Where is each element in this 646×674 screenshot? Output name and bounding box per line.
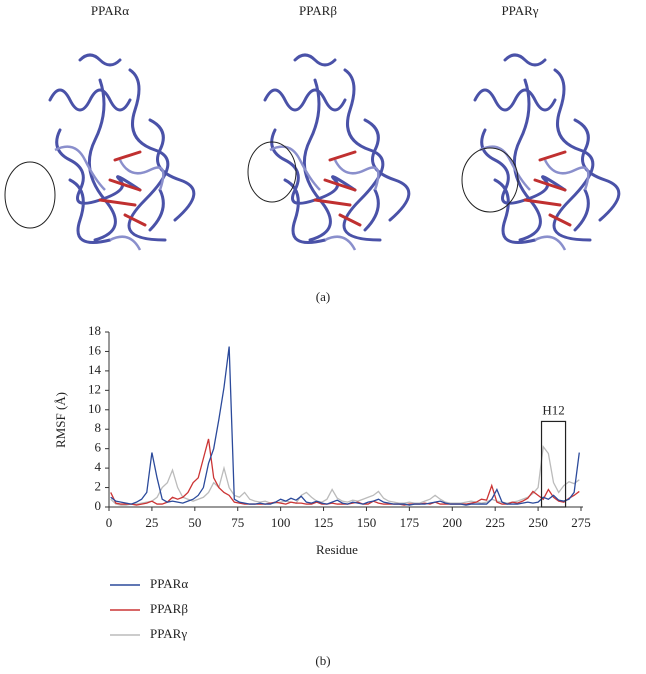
x-tick-label: 200 [443,515,463,530]
y-tick-label: 16 [88,342,102,357]
y-tick-label: 4 [95,459,102,474]
x-tick-label: 225 [485,515,505,530]
y-tick-label: 6 [95,440,102,455]
y-tick-label: 0 [95,498,102,513]
x-tick-label: 50 [188,515,201,530]
x-tick-label: 75 [231,515,244,530]
y-tick-label: 14 [88,362,102,377]
structure-image [263,53,411,252]
y-tick-label: 10 [88,401,101,416]
y-tick-label: 8 [95,420,102,435]
series-line [110,346,580,506]
structure-label: PPARα [91,3,129,18]
y-axis-label: RMSF (Å) [53,392,68,448]
x-tick-label: 25 [145,515,158,530]
x-tick-label: 250 [528,515,548,530]
annotation-label: H12 [542,402,564,417]
highlight-circle [247,141,297,203]
structure-image [48,53,196,252]
panel-caption: (b) [315,653,330,668]
panel-caption: (a) [316,289,330,304]
structure-label: PPARβ [299,3,337,18]
legend-label: PPARγ [150,626,187,641]
x-tick-label: 125 [314,515,334,530]
legend-label: PPARα [150,576,188,591]
x-axis-label: Residue [316,542,358,557]
highlight-circle [461,147,519,213]
x-tick-label: 100 [271,515,291,530]
series-line [110,445,580,506]
y-tick-label: 12 [88,381,101,396]
legend-label: PPARβ [150,601,188,616]
structure-label: PPARγ [501,3,538,18]
x-tick-label: 0 [106,515,113,530]
y-tick-label: 2 [95,479,102,494]
x-tick-label: 275 [571,515,591,530]
x-tick-label: 150 [357,515,377,530]
highlight-circle [4,161,56,229]
x-tick-label: 175 [400,515,420,530]
structure-image [473,53,621,252]
y-tick-label: 18 [88,323,101,338]
annotation-box [540,420,567,508]
